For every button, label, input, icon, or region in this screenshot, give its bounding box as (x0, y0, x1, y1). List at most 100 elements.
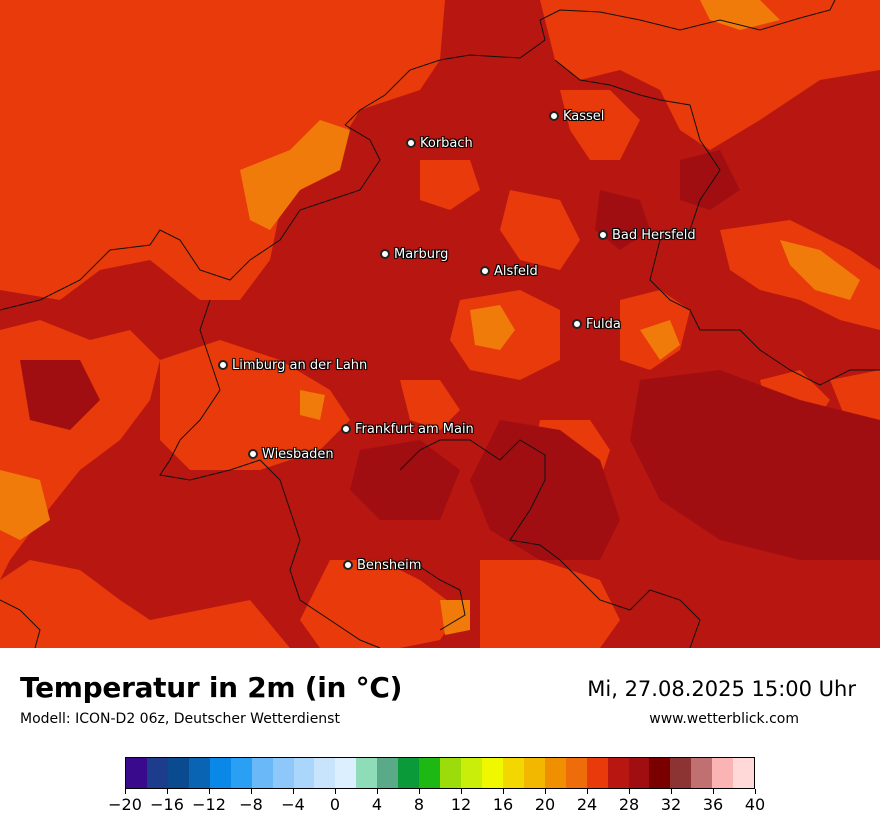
legend-swatch (712, 758, 734, 788)
legend-tick-label: 4 (371, 795, 383, 814)
city-marker: Limburg an der Lahn (218, 357, 367, 373)
legend-swatch (607, 758, 629, 788)
city-marker: Bensheim (343, 557, 421, 573)
legend-tick-mark (461, 789, 462, 794)
legend-tick-label: −12 (192, 795, 226, 814)
legend-swatch (628, 758, 650, 788)
city-marker: Marburg (380, 246, 448, 262)
city-marker: Frankfurt am Main (341, 421, 474, 437)
city-marker: Korbach (406, 135, 473, 151)
legend-swatch (586, 758, 608, 788)
city-dot-icon (218, 360, 228, 370)
city-label: Wiesbaden (262, 446, 334, 462)
legend-swatch (502, 758, 524, 788)
legend-swatch (461, 758, 482, 788)
city-dot-icon (598, 230, 608, 240)
color-legend (125, 757, 755, 789)
legend-tick-mark (209, 789, 210, 794)
legend-swatch (544, 758, 566, 788)
legend-swatch (126, 758, 147, 788)
legend-tick-mark (545, 789, 546, 794)
legend-tick-mark (293, 789, 294, 794)
legend-swatch (167, 758, 189, 788)
city-marker: Kassel (549, 108, 604, 124)
forecast-datetime: Mi, 27.08.2025 15:00 Uhr (587, 677, 856, 701)
legend-swatch (377, 758, 399, 788)
city-dot-icon (480, 266, 490, 276)
legend-swatch (314, 758, 336, 788)
legend-swatch (356, 758, 378, 788)
city-label: Fulda (586, 316, 621, 332)
legend-swatch (481, 758, 503, 788)
legend-swatch (230, 758, 252, 788)
legend-swatch (188, 758, 210, 788)
city-dot-icon (248, 449, 258, 459)
legend-swatch (419, 758, 441, 788)
legend-swatch (209, 758, 231, 788)
city-dot-icon (406, 138, 416, 148)
legend-tick-mark (671, 789, 672, 794)
legend-tick-mark (503, 789, 504, 794)
legend-tick-mark (629, 789, 630, 794)
legend-tick-label: 40 (744, 795, 766, 814)
legend-tick-label: 8 (413, 795, 425, 814)
model-info: Modell: ICON-D2 06z, Deutscher Wetterdie… (20, 711, 340, 727)
legend-tick-mark (335, 789, 336, 794)
legend-tick-label: −16 (150, 795, 184, 814)
city-label: Korbach (420, 135, 473, 151)
legend-tick-label: −20 (108, 795, 142, 814)
legend-swatch (691, 758, 713, 788)
legend-tick-mark (755, 789, 756, 794)
city-marker: Wiesbaden (248, 446, 334, 462)
legend-tick-mark (587, 789, 588, 794)
legend-tick-mark (125, 789, 126, 794)
legend-tick-mark (167, 789, 168, 794)
legend-swatch (272, 758, 294, 788)
legend-tick-label: 0 (329, 795, 341, 814)
city-dot-icon (341, 424, 351, 434)
website-credit: www.wetterblick.com (649, 711, 799, 727)
legend-ticks: −20 −16 −12 −8 −4 0 4 8 12 16 20 24 28 32 36 40 (108, 789, 765, 819)
legend-tick-mark (377, 789, 378, 794)
legend-tick-label: 12 (450, 795, 472, 814)
legend-swatch (293, 758, 315, 788)
legend-swatch (670, 758, 692, 788)
city-label: Frankfurt am Main (355, 421, 474, 437)
legend-swatch (523, 758, 545, 788)
legend-swatch (251, 758, 273, 788)
city-label: Alsfeld (494, 263, 538, 279)
legend-swatch (335, 758, 357, 788)
warm-zone-layer (0, 0, 880, 648)
map-title: Temperatur in 2m (in °C) (20, 671, 403, 704)
legend-swatch (565, 758, 587, 788)
city-label: Limburg an der Lahn (232, 357, 368, 373)
hot-patch-layer (20, 150, 880, 560)
legend-swatch (146, 758, 168, 788)
legend-tick-label: 24 (576, 795, 598, 814)
city-dot-icon (549, 111, 559, 121)
legend-swatch (440, 758, 461, 788)
city-dot-icon (343, 560, 353, 570)
legend-tick-label: 16 (492, 795, 514, 814)
legend-tick-label: −8 (239, 795, 263, 814)
legend-tick-mark (419, 789, 420, 794)
legend-tick-label: 28 (618, 795, 640, 814)
legend-swatch (733, 758, 755, 788)
city-marker: Fulda (572, 316, 621, 332)
city-label: Bensheim (357, 557, 422, 573)
city-label: Marburg (394, 246, 449, 262)
legend-tick-mark (251, 789, 252, 794)
city-label: Kassel (563, 108, 605, 124)
city-marker: Bad Hersfeld (598, 227, 696, 243)
warmer-patch-layer (0, 0, 860, 635)
city-dot-icon (380, 249, 390, 259)
city-label: Bad Hersfeld (612, 227, 696, 243)
temperature-map: Kassel Korbach Bad Hersfeld Marburg Alsf… (0, 0, 880, 648)
city-marker: Alsfeld (480, 263, 538, 279)
legend-tick-label: 32 (660, 795, 682, 814)
temperature-field (0, 0, 880, 648)
border-lines (0, 0, 880, 648)
legend-tick-mark (713, 789, 714, 794)
city-dot-icon (572, 319, 582, 329)
legend-tick-label: 36 (702, 795, 724, 814)
